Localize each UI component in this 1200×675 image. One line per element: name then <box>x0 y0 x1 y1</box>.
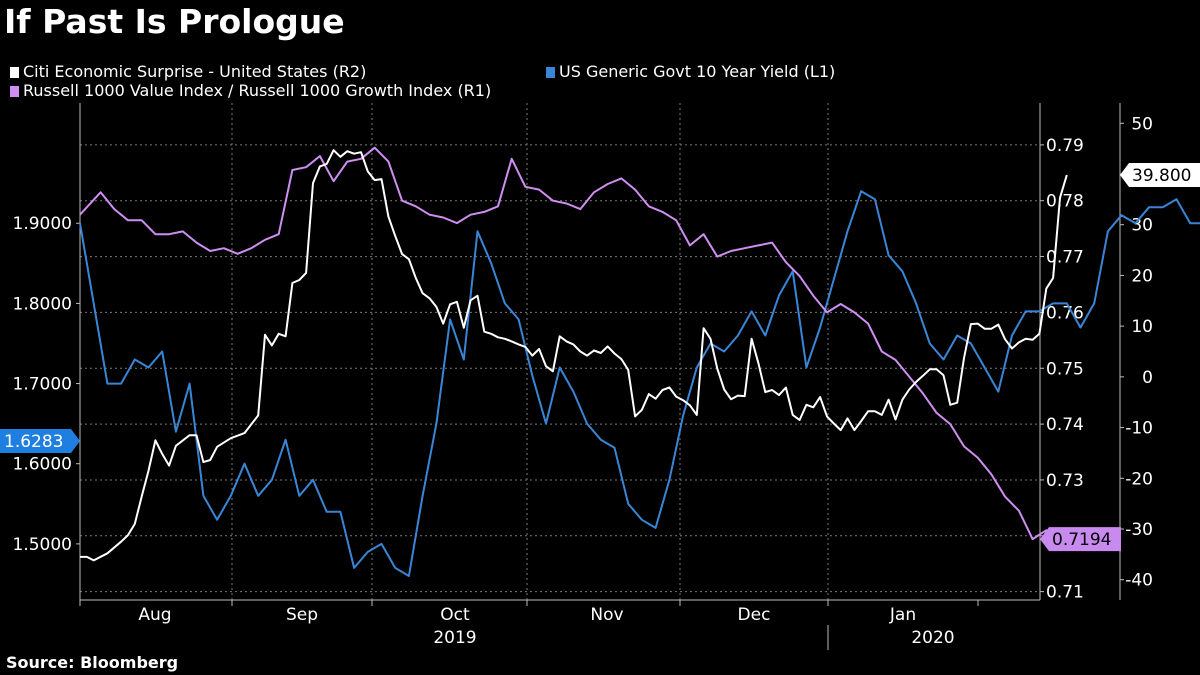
y-tick-label-r1: 0.73 <box>1046 471 1084 491</box>
y-tick-label-l1: 1.5000 <box>13 535 72 555</box>
y-tick-label-l1: 1.8000 <box>13 294 72 314</box>
last-value-badge-ratio: 0.7194 <box>1040 527 1121 552</box>
legend-label-surprise: Citi Economic Surprise - United States (… <box>23 62 367 81</box>
x-year-label: 2020 <box>911 628 954 648</box>
last-value-badge-yield-shape <box>0 429 80 454</box>
y-tick-label-r2: -20 <box>1125 469 1153 489</box>
last-value-badge-surprise-text: 39.800 <box>1132 166 1191 186</box>
x-tick-label: Aug <box>138 605 171 625</box>
x-tick-label: Jan <box>889 605 916 625</box>
y-tick-label-r2: -40 <box>1125 571 1153 591</box>
last-value-badge-yield-text: 1.6283 <box>4 432 63 452</box>
y-tick-label-l1: 1.7000 <box>13 375 72 395</box>
y-tick-label-r2: 20 <box>1131 266 1153 286</box>
series-line-ratio <box>79 146 1061 541</box>
series-line-surprise <box>80 149 1068 562</box>
last-value-badge-yield: 1.6283 <box>0 429 80 454</box>
legend-swatch-ratio <box>10 86 19 97</box>
legend-item-ratio: Russell 1000 Value Index / Russell 1000 … <box>10 81 491 101</box>
y-tick-label-r1: 0.75 <box>1046 359 1084 379</box>
y-tick-label-r1: 0.74 <box>1046 415 1084 435</box>
y-tick-label-r2: 10 <box>1131 317 1153 337</box>
y-tick-label-r1: 0.79 <box>1046 136 1084 156</box>
x-tick-label: Sep <box>286 605 318 625</box>
x-tick-label: Dec <box>738 605 771 625</box>
y-tick-label-r2: 50 <box>1131 114 1153 134</box>
x-tick-label: Nov <box>590 605 623 625</box>
y-tick-label-r1: 0.78 <box>1046 192 1084 212</box>
y-tick-label-r1: 0.71 <box>1046 583 1084 603</box>
y-tick-label-l1: 1.6000 <box>13 455 72 475</box>
legend-swatch-surprise <box>10 67 19 78</box>
y-tick-label-r2: -30 <box>1125 520 1153 540</box>
last-value-badge-ratio-shape <box>1040 527 1121 552</box>
last-value-badge-ratio-text: 0.7194 <box>1052 530 1111 550</box>
last-value-badge-surprise: 39.800 <box>1120 163 1200 188</box>
y-tick-label-r2: 30 <box>1131 216 1153 236</box>
legend-swatch-yield <box>546 67 555 78</box>
y-tick-label-r2: -10 <box>1125 419 1153 439</box>
y-tick-label-l1: 1.9000 <box>13 214 72 234</box>
last-value-badge-surprise-shape <box>1120 163 1200 188</box>
y-tick-label-r1: 0.77 <box>1046 248 1084 268</box>
chart-title: If Past Is Prologue <box>4 2 345 41</box>
x-tick-label: Oct <box>440 605 470 625</box>
series-line-yield <box>79 190 1200 577</box>
legend-item-yield: US Generic Govt 10 Year Yield (L1) <box>546 62 835 82</box>
legend-item-surprise: Citi Economic Surprise - United States (… <box>10 62 366 82</box>
y-tick-label-r1: 0.76 <box>1046 303 1084 323</box>
y-tick-label-r2: 0 <box>1142 368 1153 388</box>
legend-label-yield: US Generic Govt 10 Year Yield (L1) <box>559 62 836 81</box>
legend-label-ratio: Russell 1000 Value Index / Russell 1000 … <box>23 81 492 100</box>
source-note: Source: Bloomberg <box>6 653 179 672</box>
x-year-label: 2019 <box>433 628 476 648</box>
